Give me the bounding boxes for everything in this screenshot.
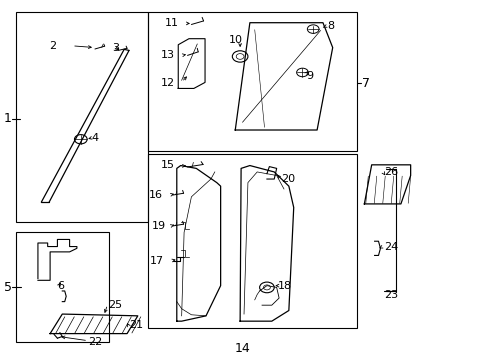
Text: 7: 7 <box>362 77 370 90</box>
Text: 14: 14 <box>235 342 250 355</box>
Text: 4: 4 <box>92 133 98 143</box>
Text: 19: 19 <box>151 221 166 231</box>
Text: 9: 9 <box>306 71 313 81</box>
Bar <box>16 232 109 342</box>
Text: 12: 12 <box>161 78 175 88</box>
Text: 21: 21 <box>129 320 143 330</box>
Text: 3: 3 <box>113 42 120 53</box>
Bar <box>147 12 357 150</box>
Text: 5: 5 <box>4 281 12 294</box>
Text: 24: 24 <box>384 242 398 252</box>
Text: 26: 26 <box>384 167 398 177</box>
Text: 16: 16 <box>149 190 163 200</box>
Text: 25: 25 <box>109 300 122 310</box>
Text: 22: 22 <box>88 337 102 347</box>
Text: 18: 18 <box>278 281 292 291</box>
Polygon shape <box>38 49 130 206</box>
Text: 11: 11 <box>165 18 179 28</box>
Text: 1: 1 <box>4 112 12 125</box>
Text: 15: 15 <box>161 160 175 170</box>
Bar <box>16 12 147 222</box>
Text: 23: 23 <box>384 289 398 300</box>
Bar <box>147 154 357 328</box>
Text: 20: 20 <box>282 174 295 184</box>
Text: 13: 13 <box>161 50 175 60</box>
Text: 10: 10 <box>229 36 243 45</box>
Text: 2: 2 <box>49 41 56 51</box>
Text: 17: 17 <box>150 256 164 266</box>
Text: 8: 8 <box>327 21 334 31</box>
Text: 6: 6 <box>57 281 64 291</box>
